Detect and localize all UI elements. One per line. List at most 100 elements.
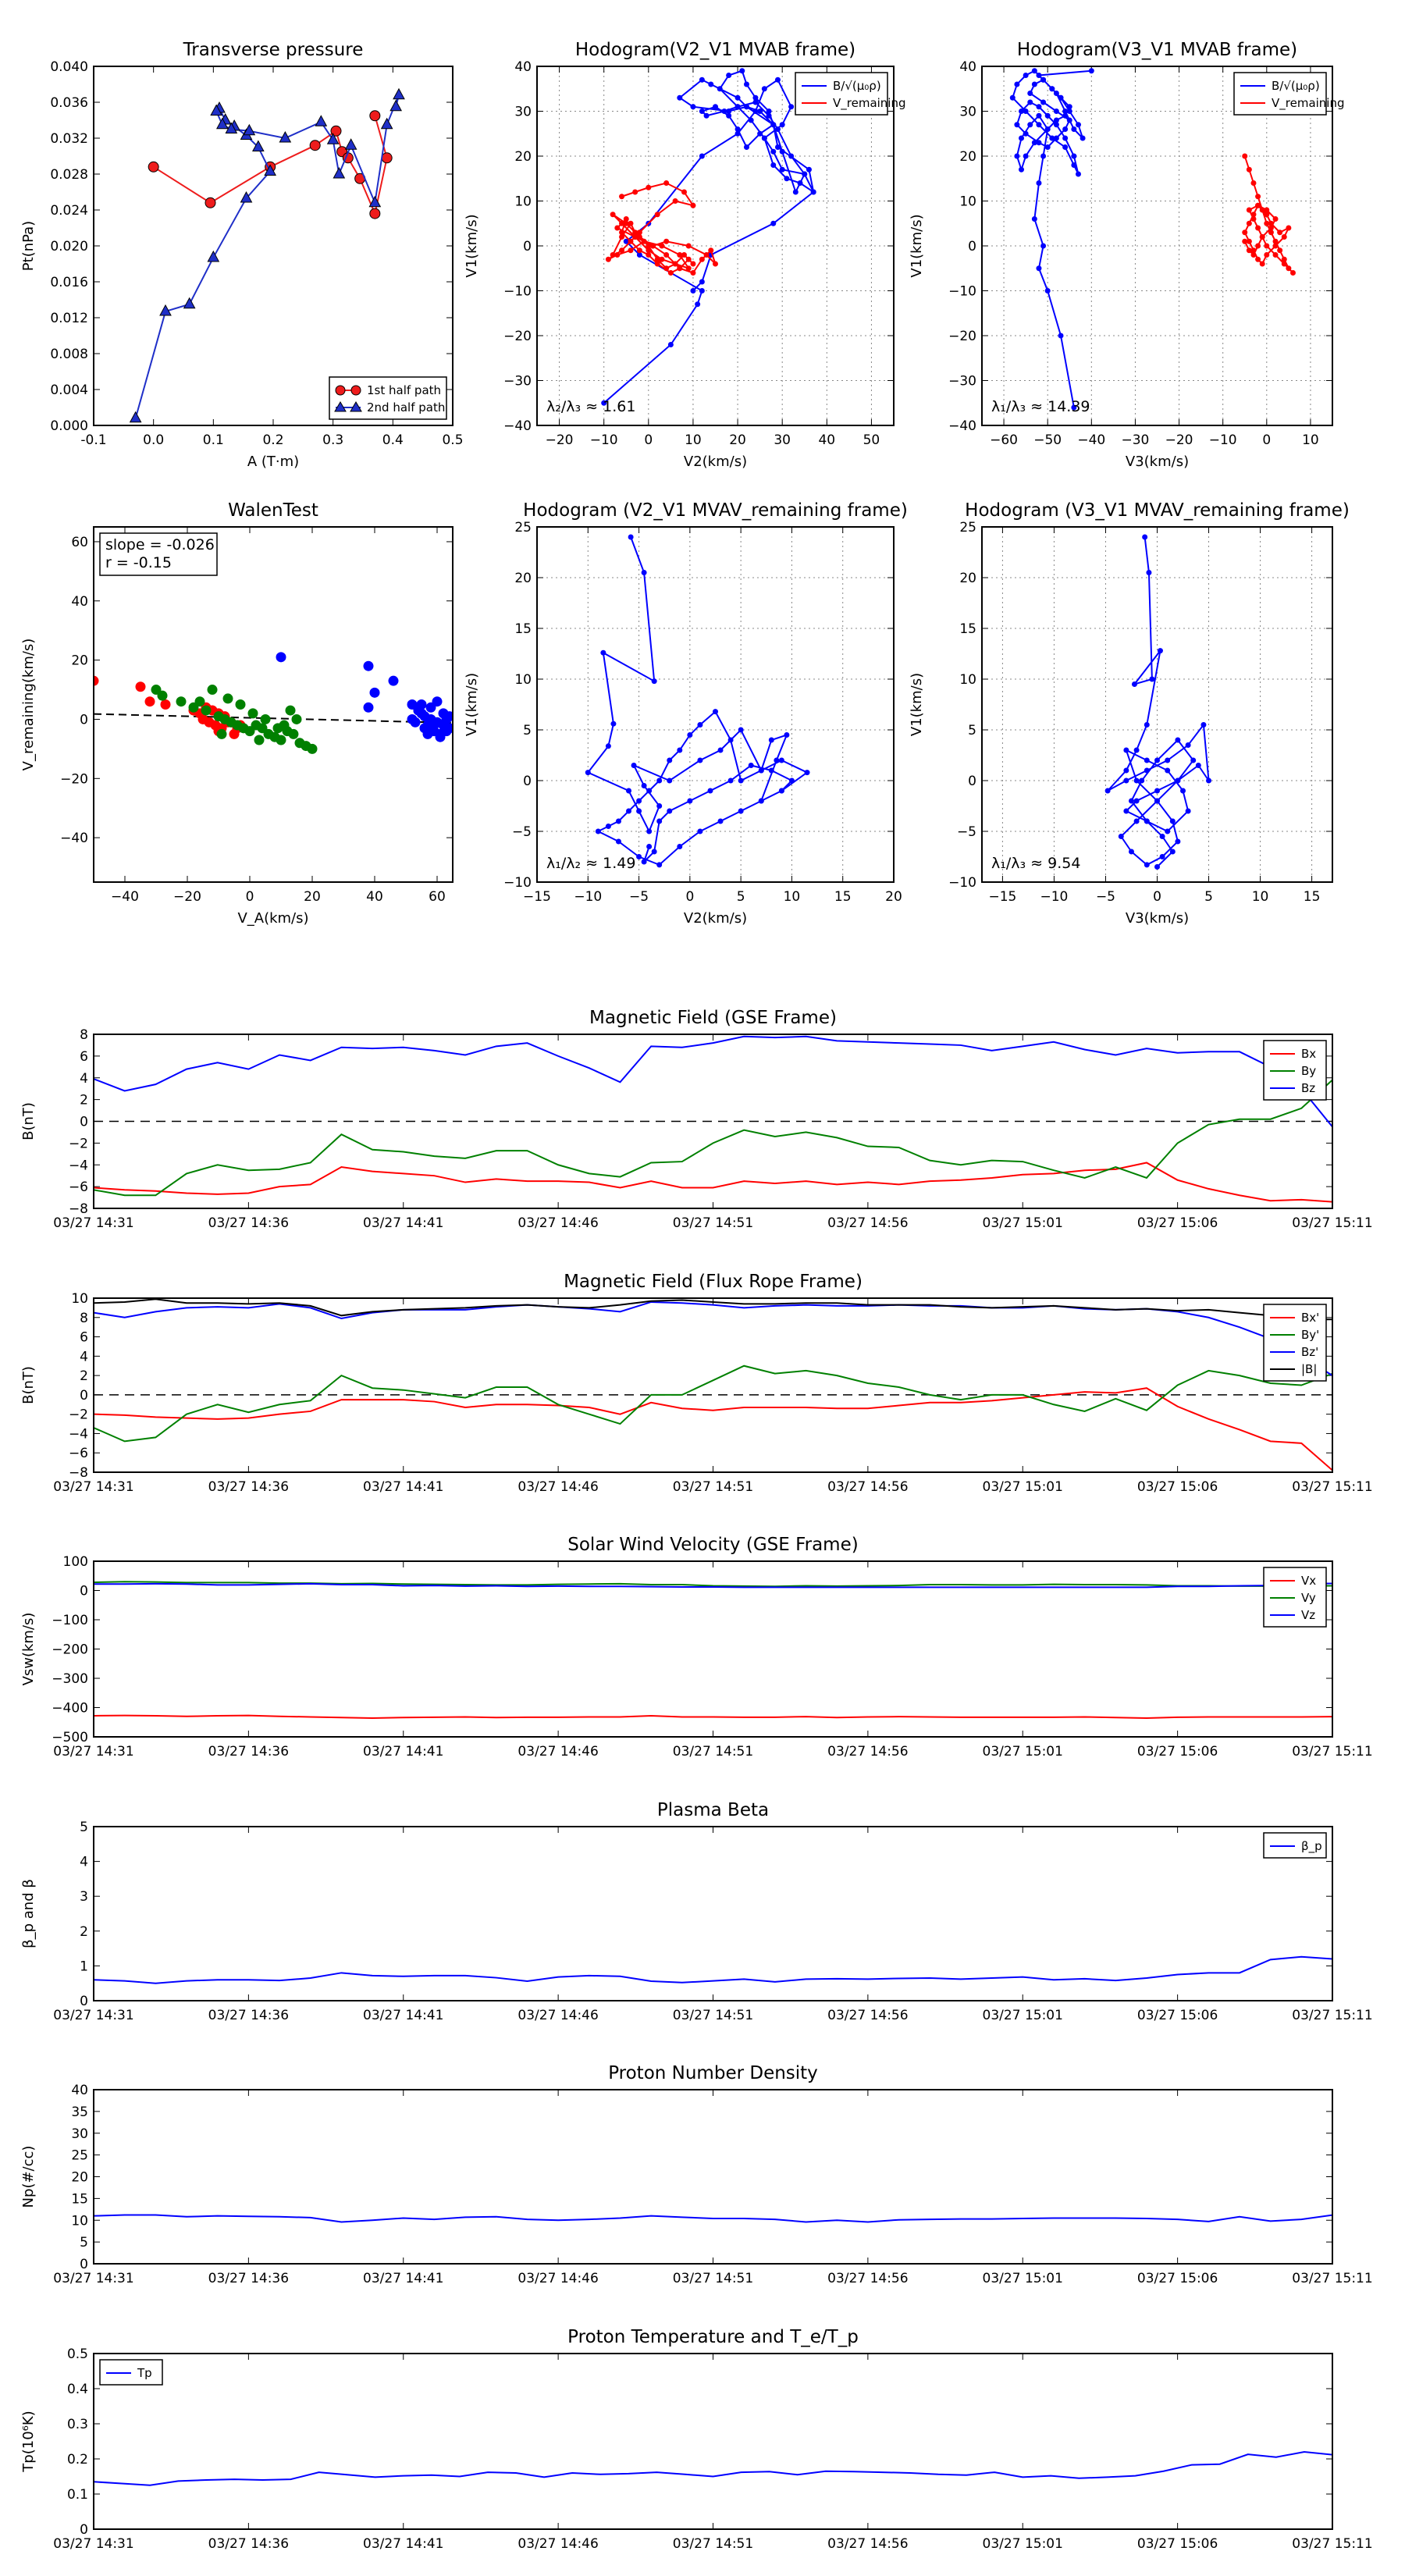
- data-point: [735, 94, 741, 101]
- series-line-Vz: [94, 1582, 1332, 1589]
- y-tick-label: 5: [523, 723, 532, 738]
- x-tick-label: 03/27 15:06: [1137, 2271, 1218, 2286]
- data-point: [619, 194, 625, 200]
- data-point: [1259, 261, 1265, 267]
- y-tick-label: 20: [71, 2170, 88, 2186]
- data-point: [1246, 166, 1252, 173]
- data-point: [1066, 109, 1072, 114]
- data-point: [369, 687, 380, 698]
- chart-vsw: Solar Wind Velocity (GSE Frame) −500 −400 −…: [20, 1535, 1373, 1759]
- data-point: [703, 252, 710, 258]
- x-axis-label: A (T·m): [247, 454, 299, 470]
- y-tick-label: −10: [503, 875, 532, 891]
- data-point: [770, 162, 777, 168]
- data-point: [626, 788, 632, 794]
- y-tick-label: 0.4: [67, 2382, 88, 2397]
- data-point: [770, 148, 777, 155]
- data-point: [1133, 777, 1140, 784]
- data-point: [699, 153, 705, 159]
- x-tick-label: 03/27 14:56: [827, 2271, 908, 2286]
- data-point: [646, 252, 652, 258]
- y-tick-label: 0.020: [50, 239, 88, 254]
- y-tick-label: 25: [71, 2148, 88, 2164]
- x-tick-label: 03/27 14:31: [53, 2008, 133, 2023]
- data-point: [614, 225, 621, 231]
- data-point: [344, 138, 357, 150]
- data-point: [1118, 834, 1124, 839]
- x-tick-label: −20: [1165, 432, 1193, 448]
- data-point: [802, 171, 808, 177]
- y-tick-label: −100: [52, 1613, 88, 1628]
- y-tick-label: 6: [80, 1330, 88, 1346]
- y-tick-label: 1: [80, 1959, 88, 1974]
- data-point: [619, 220, 625, 226]
- eigenvalue-ratio: λ₁/λ₃ ≈ 9.54: [991, 855, 1080, 872]
- data-point: [708, 81, 714, 87]
- data-point: [1088, 68, 1094, 74]
- y-tick-label: 6: [80, 1049, 88, 1065]
- data-point: [1062, 109, 1069, 114]
- data-point: [205, 197, 216, 208]
- chart-np: Proton Number Density 0 5 10 15 20 25 30 35 40 03/…: [20, 2063, 1373, 2286]
- y-tick-label: 15: [959, 621, 976, 637]
- data-point: [1123, 747, 1129, 753]
- data-point: [1255, 194, 1261, 200]
- data-point: [1053, 109, 1059, 114]
- data-point: [681, 189, 688, 195]
- data-point: [690, 288, 696, 294]
- data-point: [752, 109, 759, 114]
- x-tick-label: 40: [818, 432, 835, 448]
- data-point: [623, 238, 629, 244]
- data-point: [1023, 73, 1029, 78]
- legend-entry: By': [1301, 1328, 1319, 1342]
- y-tick-label: −20: [948, 329, 976, 344]
- x-tick-label: −5: [1096, 889, 1115, 905]
- data-point: [1066, 117, 1072, 123]
- data-point: [1242, 229, 1248, 236]
- data-point: [758, 767, 764, 774]
- data-point: [1031, 216, 1037, 222]
- data-point: [1044, 144, 1051, 150]
- y-tick-label: −30: [503, 374, 532, 390]
- data-point: [1289, 270, 1296, 276]
- y-tick-label: 0.5: [67, 2347, 88, 2362]
- x-tick-label: 03/27 14:46: [518, 1215, 598, 1231]
- chart-title: WalenTest: [228, 500, 318, 521]
- y-tick-label: 0.000: [50, 418, 88, 434]
- data-point: [432, 696, 443, 707]
- data-point: [703, 112, 710, 119]
- x-tick-label: 0.0: [143, 432, 164, 448]
- data-point: [721, 109, 727, 114]
- x-tick-label: 20: [304, 889, 321, 905]
- data-point: [363, 702, 374, 713]
- data-point: [416, 699, 427, 710]
- chart-h21r: Hodogram (V2_V1 MVAV_remaining frame) −10…: [464, 500, 908, 927]
- data-point: [1058, 94, 1064, 101]
- data-point: [441, 726, 452, 737]
- data-point: [1185, 742, 1191, 748]
- data-point: [663, 265, 670, 272]
- data-point: [761, 135, 767, 141]
- data-point: [1264, 220, 1270, 226]
- data-point: [369, 110, 381, 122]
- data-point: [1272, 243, 1279, 249]
- series-line-data: [94, 2214, 1332, 2223]
- plot-area: [94, 1581, 1332, 1720]
- legend: β_p: [1263, 1832, 1327, 1859]
- data-point: [768, 737, 774, 743]
- plot-frame: [93, 526, 454, 883]
- data-point: [788, 153, 795, 159]
- data-point: [646, 247, 652, 254]
- data-point: [207, 250, 220, 262]
- data-point: [1281, 261, 1287, 267]
- y-tick-label: −10: [948, 284, 976, 300]
- x-tick-label: −15: [523, 889, 551, 905]
- x-tick-label: 03/27 15:06: [1137, 2008, 1218, 2023]
- x-tick-label: 03/27 14:56: [827, 1479, 908, 1495]
- plot-area: [94, 2450, 1332, 2486]
- data-point: [1286, 225, 1292, 231]
- data-point: [779, 148, 785, 155]
- legend: B/√(μ₀ρ) V_remaining: [1233, 72, 1345, 116]
- data-point: [1146, 570, 1152, 575]
- data-point: [699, 288, 705, 294]
